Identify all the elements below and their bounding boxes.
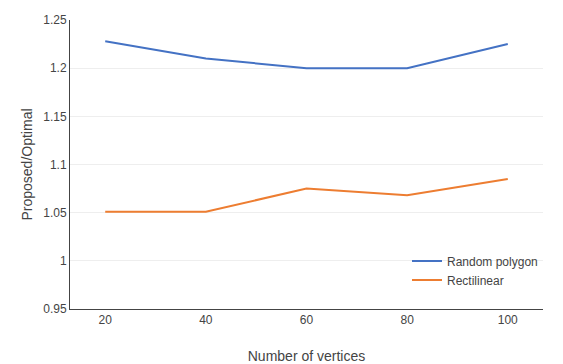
svg-text:100: 100 bbox=[498, 313, 518, 327]
svg-text:40: 40 bbox=[199, 313, 213, 327]
svg-text:1.15: 1.15 bbox=[43, 110, 67, 124]
svg-text:Random polygon: Random polygon bbox=[447, 255, 538, 269]
svg-text:Rectilinear: Rectilinear bbox=[447, 274, 504, 288]
svg-text:1: 1 bbox=[60, 254, 67, 268]
svg-text:1.05: 1.05 bbox=[43, 206, 67, 220]
svg-text:1.25: 1.25 bbox=[43, 13, 67, 27]
svg-text:0.95: 0.95 bbox=[43, 302, 67, 316]
svg-text:1.2: 1.2 bbox=[50, 61, 67, 75]
svg-text:Proposed/Optimal: Proposed/Optimal bbox=[19, 108, 35, 220]
svg-text:Number of vertices: Number of vertices bbox=[248, 348, 365, 364]
svg-text:80: 80 bbox=[400, 313, 414, 327]
svg-text:20: 20 bbox=[99, 313, 113, 327]
svg-text:1.1: 1.1 bbox=[50, 158, 67, 172]
svg-text:60: 60 bbox=[300, 313, 314, 327]
